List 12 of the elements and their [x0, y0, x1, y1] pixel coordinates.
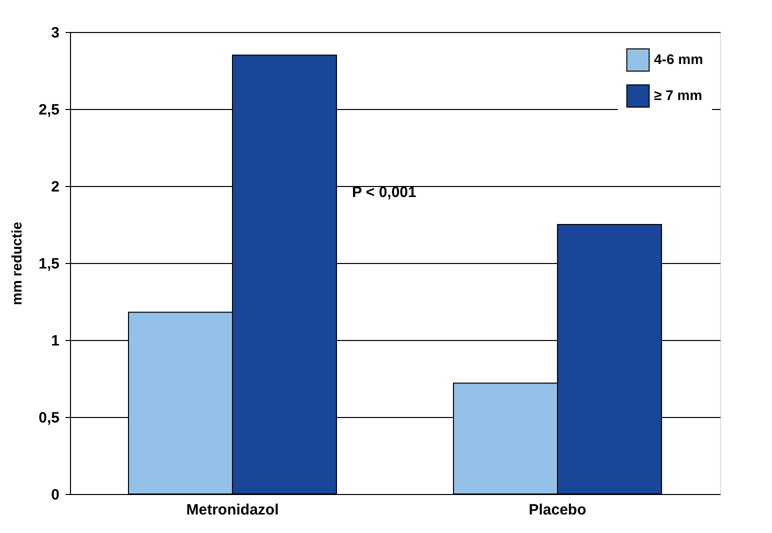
x-tick-label: Placebo — [528, 502, 586, 518]
y-axis-title: mm reductie — [8, 222, 25, 306]
y-tick-label: 2 — [51, 178, 60, 196]
x-tick-label: Metronidazol — [186, 502, 279, 518]
y-tick-label: 3 — [51, 24, 60, 42]
y-tick-label: 0,5 — [38, 410, 60, 426]
y-tick-label: 0 — [51, 486, 60, 504]
legend-label: 4-6 mm — [654, 51, 704, 67]
y-tick-label: 2,5 — [38, 102, 60, 118]
legend-label: ≥ 7 mm — [654, 87, 702, 103]
y-tick-label: 1 — [51, 332, 60, 350]
y-tick-label: 1,5 — [38, 256, 60, 272]
